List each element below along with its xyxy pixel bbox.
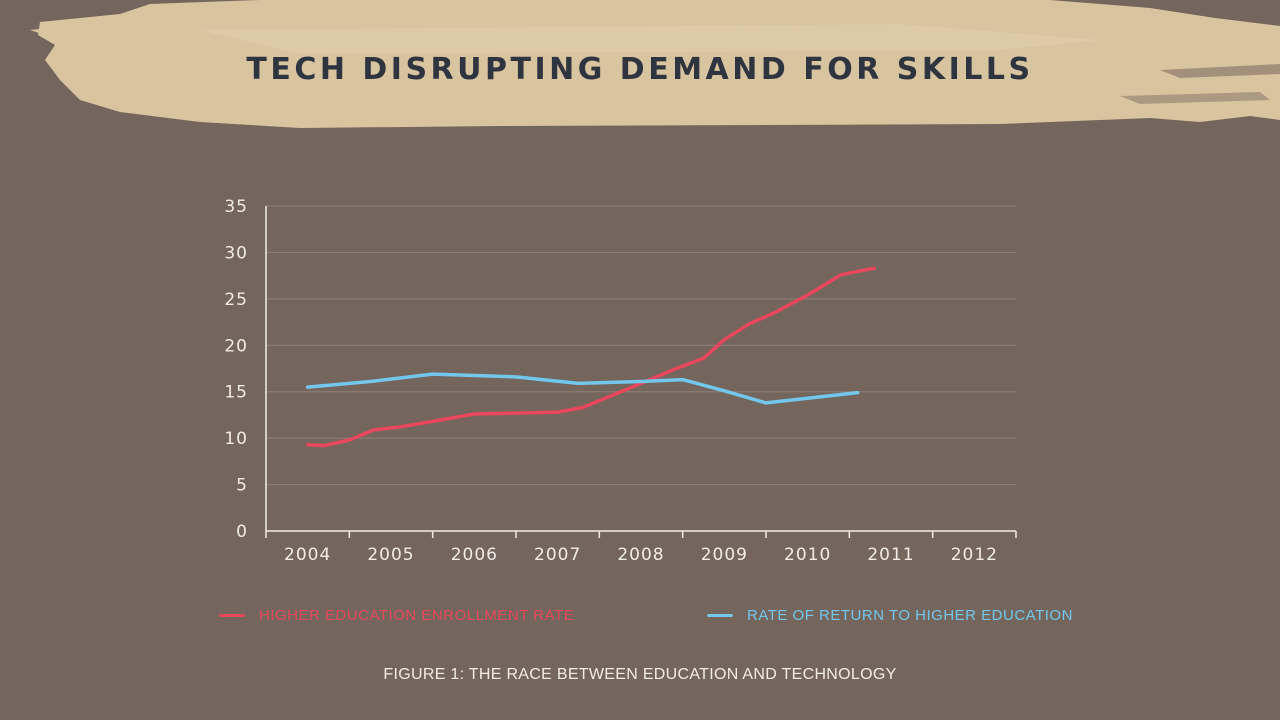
x-tick-label: 2005 bbox=[367, 545, 414, 565]
figure-caption: FIGURE 1: THE RACE BETWEEN EDUCATION AND… bbox=[383, 666, 897, 683]
y-tick-label: 15 bbox=[224, 383, 248, 403]
y-tick-label: 30 bbox=[224, 243, 248, 263]
x-tick-label: 2010 bbox=[784, 545, 831, 565]
legend-label-return: RATE OF RETURN TO HIGHER EDUCATION bbox=[747, 607, 1073, 624]
x-tick-label: 2008 bbox=[617, 545, 664, 565]
tick-labels: 0 5 10 15 20 25 30 35 2004 2005 2006 2007 2008 2009 20… bbox=[224, 197, 998, 565]
x-tick-label: 2006 bbox=[451, 545, 498, 565]
brush-stroke-banner bbox=[30, 0, 1280, 128]
legend-swatch-return bbox=[707, 614, 733, 617]
x-tick-label: 2004 bbox=[284, 545, 331, 565]
x-tick-label: 2007 bbox=[534, 545, 581, 565]
gridlines bbox=[266, 205, 1016, 486]
y-tick-label: 35 bbox=[224, 197, 248, 217]
legend-label-enrollment: HIGHER EDUCATION ENROLLMENT RATE bbox=[259, 607, 575, 624]
y-tick-label: 20 bbox=[224, 336, 248, 356]
legend-item-enrollment: HIGHER EDUCATION ENROLLMENT RATE bbox=[219, 607, 574, 624]
axes bbox=[265, 206, 1017, 538]
y-tick-label: 25 bbox=[224, 290, 248, 310]
series-lines bbox=[305, 266, 877, 448]
x-tick-label: 2009 bbox=[701, 545, 748, 565]
y-tick-label: 5 bbox=[236, 476, 248, 496]
page-title: TECH DISRUPTING DEMAND FOR SKILLS bbox=[246, 52, 1034, 87]
series-line-0 bbox=[305, 266, 877, 448]
legend-item-return: RATE OF RETURN TO HIGHER EDUCATION bbox=[707, 607, 1073, 624]
x-tick-label: 2011 bbox=[867, 545, 914, 565]
x-tick-label: 2012 bbox=[951, 545, 998, 565]
y-tick-label: 0 bbox=[236, 522, 248, 542]
y-tick-label: 10 bbox=[224, 429, 248, 449]
legend-swatch-enrollment bbox=[219, 614, 245, 617]
series-line-1 bbox=[305, 372, 860, 405]
